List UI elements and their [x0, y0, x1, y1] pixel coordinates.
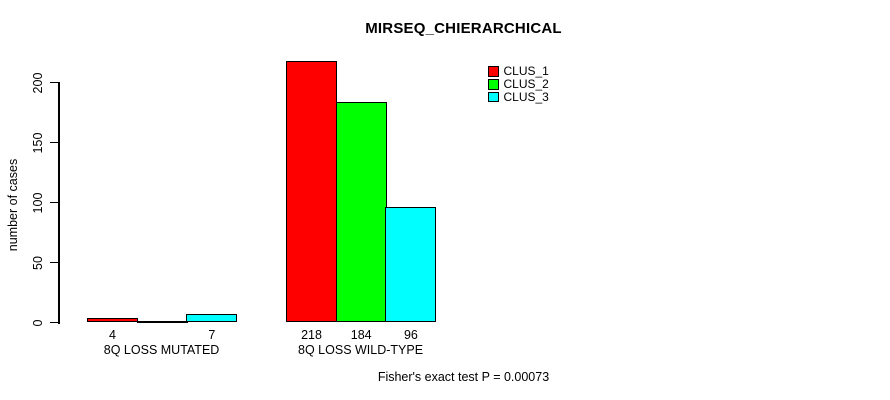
bar-value-label: 184 [350, 327, 372, 342]
y-axis-label: number of cases [6, 158, 20, 252]
bar-clus_1-group2 [286, 60, 337, 323]
y-axis-tick [50, 141, 58, 144]
legend-swatch-clus_1 [488, 66, 499, 77]
y-axis-tick [50, 261, 58, 264]
legend-item: CLUS_2 [488, 78, 549, 91]
annotation-fishers-test: Fisher's exact test P = 0.00073 [377, 370, 550, 384]
bar-value-label: 7 [208, 327, 216, 342]
category-label: 8Q LOSS MUTATED [103, 342, 220, 357]
y-axis-tick-label: 100 [31, 192, 45, 213]
bar-clus_2-group2 [335, 101, 387, 323]
y-axis-tick [50, 81, 58, 84]
y-axis-tick [50, 321, 58, 324]
y-axis-tick-label: 200 [31, 72, 45, 93]
bar-clus_3-group1 [186, 314, 238, 323]
y-axis-tick-label: 50 [31, 255, 45, 270]
legend-item: CLUS_1 [488, 65, 549, 78]
bar-value-label: 218 [301, 327, 322, 342]
legend-item: CLUS_3 [488, 91, 549, 104]
y-axis-line [58, 82, 60, 324]
y-axis-tick-label: 150 [31, 132, 45, 153]
bar-value-label: 4 [109, 327, 116, 342]
bar-clus_1-group1 [87, 317, 138, 323]
legend-label: CLUS_1 [503, 64, 549, 79]
bar-clus_2-group1-zero [136, 321, 188, 323]
legend-label: CLUS_2 [503, 77, 549, 92]
category-label: 8Q LOSS WILD-TYPE [298, 342, 424, 357]
chart-title: MIRSEQ_CHIERARCHICAL [365, 20, 562, 37]
y-axis-tick [50, 201, 58, 204]
legend: CLUS_1 CLUS_2 CLUS_3 [488, 65, 549, 104]
y-axis-tick-label: 0 [31, 319, 45, 326]
legend-label: CLUS_3 [503, 90, 549, 105]
bar-clus_3-group2 [385, 207, 437, 323]
legend-swatch-clus_2 [488, 79, 499, 90]
legend-swatch-clus_3 [488, 91, 499, 103]
bar-value-label: 96 [403, 327, 418, 342]
